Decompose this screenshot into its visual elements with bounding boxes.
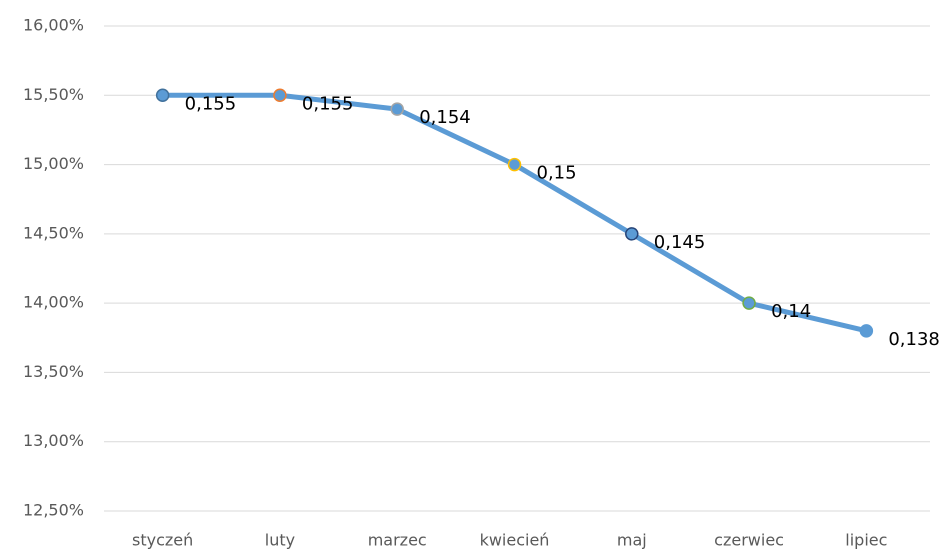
data-label: 0,155	[302, 93, 354, 114]
marker	[390, 102, 404, 116]
y-tick-label: 14,00%	[23, 293, 84, 312]
y-tick-label: 14,50%	[23, 223, 84, 242]
y-tick-label: 15,00%	[23, 154, 84, 173]
data-label: 0,154	[419, 107, 471, 128]
x-tick-label: czerwiec	[714, 531, 784, 550]
marker	[742, 296, 756, 310]
data-label: 0,15	[537, 163, 577, 184]
x-tick-label: styczeń	[132, 531, 193, 550]
marker	[625, 227, 639, 241]
y-tick-label: 15,50%	[23, 85, 84, 104]
data-label: 0,138	[888, 329, 940, 350]
x-tick-label: marzec	[368, 531, 427, 550]
line	[162, 92, 867, 334]
x-tick-label: lipiec	[845, 531, 887, 550]
x-tick-label: luty	[265, 531, 295, 550]
marker	[155, 88, 170, 103]
marker	[859, 324, 874, 338]
marker	[507, 157, 522, 172]
x-tick-label: kwiecień	[480, 531, 550, 550]
data-label: 0,14	[771, 301, 811, 322]
x-tick-label: maj	[617, 531, 647, 550]
y-tick-label: 13,00%	[23, 431, 84, 450]
data-label: 0,155	[185, 93, 237, 114]
y-tick-label: 12,50%	[23, 501, 84, 520]
y-tick-label: 16,00%	[23, 16, 84, 35]
y-tick-label: 13,50%	[23, 362, 84, 381]
data-label: 0,145	[654, 232, 706, 253]
marker	[273, 88, 287, 103]
